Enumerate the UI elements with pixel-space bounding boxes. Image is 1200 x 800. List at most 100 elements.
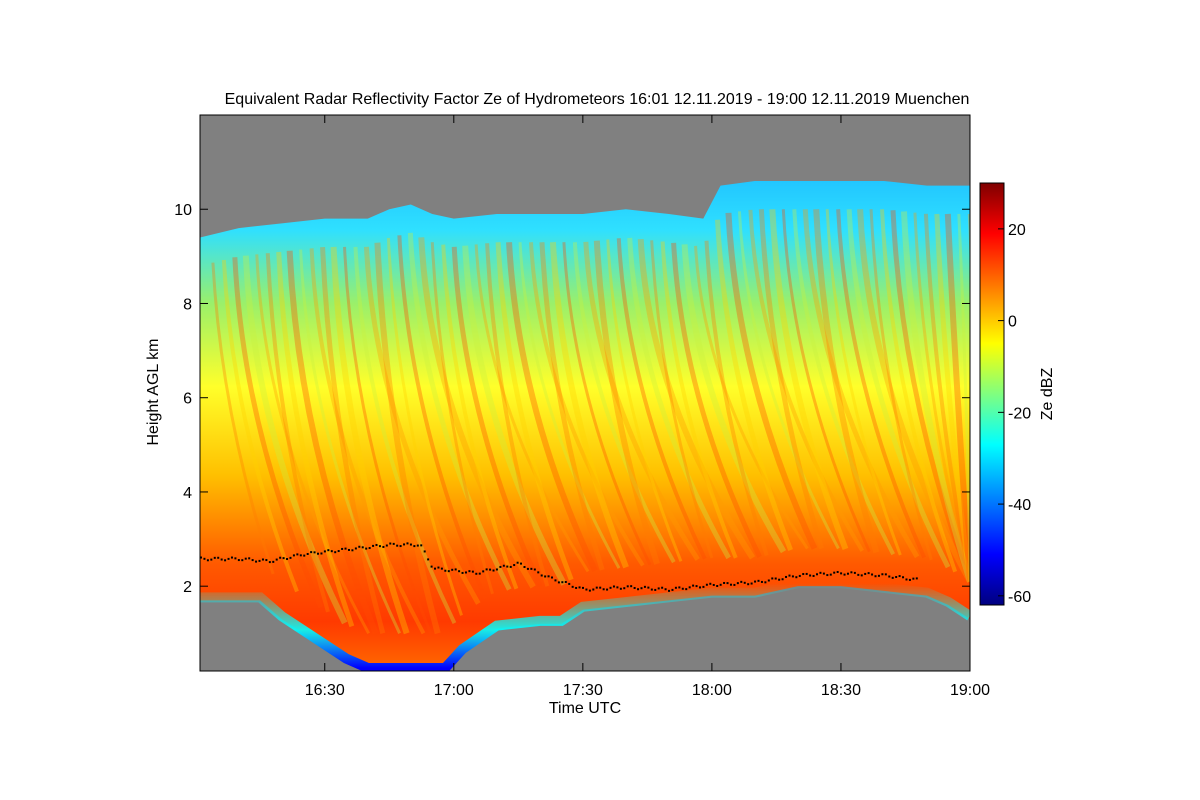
melting-layer-dot xyxy=(898,575,901,578)
melting-layer-dot xyxy=(874,575,877,578)
fall-streak xyxy=(242,255,348,625)
fall-streak xyxy=(211,262,275,575)
melting-layer-dot xyxy=(244,557,247,560)
fall-streak xyxy=(276,251,355,628)
melting-layer-dots xyxy=(200,542,918,592)
fall-streak xyxy=(572,242,676,564)
melting-layer-dot xyxy=(757,579,760,582)
melting-layer-dot xyxy=(606,588,609,591)
melting-layer-dot xyxy=(516,561,519,564)
melting-layer-dot xyxy=(726,582,729,585)
melting-layer-dot xyxy=(451,568,454,571)
melting-layer-dot xyxy=(434,567,437,570)
melting-layer-dot xyxy=(530,567,533,570)
fall-streak xyxy=(330,246,410,635)
fall-streak xyxy=(825,209,902,556)
colorbar-label: Ze dBZ xyxy=(1039,368,1056,421)
fall-streak xyxy=(704,240,769,556)
fall-streak xyxy=(353,246,457,625)
melting-layer-dot xyxy=(816,573,818,576)
melting-layer-dot xyxy=(829,573,832,576)
melting-layer-dot xyxy=(826,574,829,577)
y-tick-label: 6 xyxy=(183,391,192,408)
fall-streak xyxy=(737,211,840,550)
fall-streak xyxy=(386,237,463,616)
melting-layer-dot xyxy=(392,542,395,545)
fall-streak xyxy=(221,259,299,593)
melting-layer-dot xyxy=(279,556,282,559)
plot-area xyxy=(200,115,970,671)
y-tick-label: 2 xyxy=(183,579,192,596)
fall-streak xyxy=(474,244,590,573)
fall-streak xyxy=(374,242,441,635)
fall-streak xyxy=(725,212,818,550)
x-tick-label: 17:30 xyxy=(563,682,603,699)
melting-layer-dot xyxy=(791,575,794,578)
melting-layer-dot xyxy=(716,585,719,588)
x-tick-label: 17:00 xyxy=(434,682,474,699)
y-tick-label: 8 xyxy=(183,296,192,313)
melting-layer-dot xyxy=(747,583,750,586)
x-axis-label: Time UTC xyxy=(549,700,621,717)
melting-layer-dot xyxy=(255,560,258,563)
melting-layer-dot xyxy=(200,556,202,559)
melting-layer-dot xyxy=(654,588,657,591)
melting-layer-dot xyxy=(323,550,326,553)
melting-layer-dot xyxy=(458,570,461,573)
melting-layer-dot xyxy=(334,551,337,554)
fall-streak xyxy=(846,209,951,569)
fall-streak xyxy=(681,244,787,554)
melting-layer-dot xyxy=(857,573,860,576)
melting-layer-dot xyxy=(581,586,584,589)
melting-layer-dot xyxy=(640,587,643,590)
x-tick-label: 18:00 xyxy=(692,682,732,699)
melting-layer-dot xyxy=(612,585,615,588)
melting-layer-dot xyxy=(427,558,430,561)
melting-layer-dot xyxy=(413,545,416,548)
colorbar-tick-label: 20 xyxy=(1008,222,1026,239)
melting-layer-dot xyxy=(272,560,275,563)
fall-streak xyxy=(363,246,481,605)
melting-layer-dot xyxy=(502,564,505,567)
melting-layer-dot xyxy=(695,585,698,588)
melting-layer-dot xyxy=(729,583,732,586)
melting-layer-dot xyxy=(482,570,485,573)
fall-streak xyxy=(286,250,379,635)
fall-streak xyxy=(562,242,652,566)
melting-layer-dot xyxy=(444,569,447,572)
melting-layer-dot xyxy=(760,580,763,583)
melting-layer-dot xyxy=(895,575,898,578)
melting-layer-dot xyxy=(454,568,457,571)
fall-streak xyxy=(650,240,714,559)
fall-streak xyxy=(320,247,386,634)
melting-layer-dot xyxy=(840,572,843,575)
melting-layer-dot xyxy=(509,565,512,568)
colorbar-axis: 20 0 -20 -40 -60 xyxy=(998,222,1031,606)
melting-layer-dot xyxy=(420,544,423,547)
fall-streak xyxy=(890,210,970,583)
melting-layer-dot xyxy=(447,570,450,573)
melting-layer-dot xyxy=(836,570,839,573)
melting-layer-dot xyxy=(891,576,894,579)
melting-layer-dot xyxy=(382,545,385,548)
melting-layer-dot xyxy=(303,554,306,557)
melting-layer-dot xyxy=(286,558,289,561)
melting-layer-dot xyxy=(464,571,467,574)
melting-layer-dot xyxy=(406,542,409,545)
melting-layer-dot xyxy=(492,569,495,572)
melting-layer-dot xyxy=(227,557,230,560)
melting-layer-dot xyxy=(544,575,547,578)
melting-layer-dot xyxy=(261,558,264,561)
melting-layer-dot xyxy=(915,577,918,580)
y-axis: 2 4 6 8 10 xyxy=(174,202,970,596)
melting-layer-dot xyxy=(526,567,529,570)
melting-layer-dot xyxy=(771,577,774,580)
melting-layer-dot xyxy=(557,581,560,584)
fall-streak xyxy=(748,209,864,552)
melting-layer-dot xyxy=(251,559,254,562)
melting-layer-dot xyxy=(798,574,801,577)
melting-layer-dot xyxy=(289,556,292,559)
melting-layer-dot xyxy=(860,574,863,577)
fall-streak xyxy=(660,241,738,559)
melting-layer-dot xyxy=(258,559,261,562)
